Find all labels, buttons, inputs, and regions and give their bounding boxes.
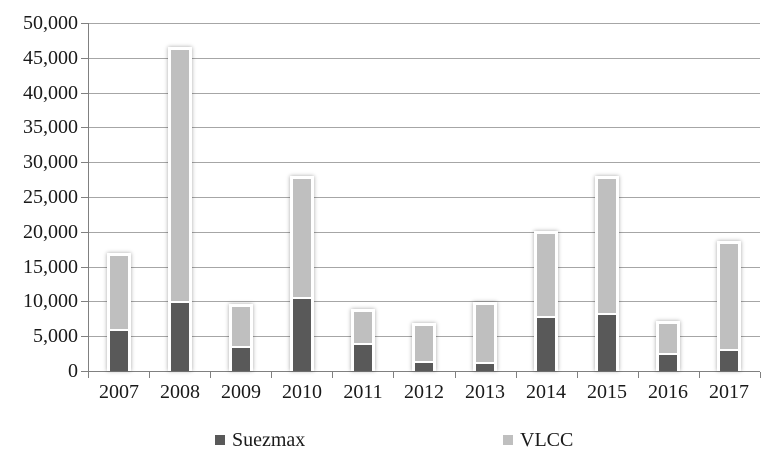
bar-segment-suezmax-2017	[720, 351, 738, 371]
legend-label-suezmax: Suezmax	[232, 429, 306, 451]
x-tick-mark	[760, 372, 761, 378]
y-tick-mark	[81, 58, 88, 59]
stacked-bar-2014	[534, 231, 558, 371]
y-axis-line	[88, 23, 89, 372]
y-axis-tick-label: 25,000	[23, 186, 78, 208]
x-axis-category-label: 2008	[160, 381, 200, 403]
x-tick-mark	[149, 372, 150, 378]
gridline	[88, 232, 760, 233]
y-axis-tick-label: 35,000	[23, 116, 78, 138]
x-axis-line	[88, 371, 760, 372]
gridline	[88, 267, 760, 268]
bar-segment-vlcc-2010	[293, 179, 311, 299]
bar-segment-suezmax-2008	[171, 303, 189, 371]
y-tick-mark	[81, 336, 88, 337]
bar-segment-suezmax-2014	[537, 318, 555, 371]
legend-label-vlcc: VLCC	[520, 429, 574, 451]
x-axis-category-label: 2010	[282, 381, 322, 403]
x-tick-mark	[88, 372, 89, 378]
bar-segment-suezmax-2011	[354, 345, 372, 371]
gridline	[88, 197, 760, 198]
x-tick-mark	[271, 372, 272, 378]
y-axis-tick-label: 10,000	[23, 290, 78, 312]
y-tick-mark	[81, 371, 88, 372]
x-tick-mark	[210, 372, 211, 378]
x-axis-category-label: 2011	[343, 381, 383, 403]
bar-segment-suezmax-2007	[110, 331, 128, 371]
gridline	[88, 58, 760, 59]
bar-segment-vlcc-2014	[537, 234, 555, 318]
y-axis-tick-label: 50,000	[23, 12, 78, 34]
y-axis-tick-label: 20,000	[23, 221, 78, 243]
y-axis-tick-label: 30,000	[23, 151, 78, 173]
y-tick-mark	[81, 301, 88, 302]
gridline	[88, 162, 760, 163]
bar-segment-suezmax-2015	[598, 315, 616, 371]
x-tick-mark	[577, 372, 578, 378]
stacked-bar-2013	[473, 302, 497, 371]
y-axis-tick-label: 40,000	[23, 82, 78, 104]
bar-segment-suezmax-2009	[232, 348, 250, 371]
stacked-bar-2016	[656, 321, 680, 371]
x-axis-category-label: 2009	[221, 381, 261, 403]
gridline	[88, 301, 760, 302]
stacked-bar-2015	[595, 176, 619, 371]
y-tick-mark	[81, 232, 88, 233]
x-axis-category-label: 2014	[526, 381, 566, 403]
y-tick-mark	[81, 127, 88, 128]
x-tick-mark	[638, 372, 639, 378]
bar-segment-suezmax-2016	[659, 355, 677, 371]
bar-segment-vlcc-2009	[232, 307, 250, 348]
bar-segment-vlcc-2007	[110, 256, 128, 331]
x-tick-mark	[332, 372, 333, 378]
stacked-bar-2012	[412, 323, 436, 371]
x-tick-mark	[516, 372, 517, 378]
x-tick-mark	[455, 372, 456, 378]
gridline	[88, 93, 760, 94]
bar-segment-vlcc-2015	[598, 179, 616, 315]
bar-segment-vlcc-2013	[476, 305, 494, 364]
stacked-bar-2009	[229, 304, 253, 371]
bar-segment-suezmax-2010	[293, 299, 311, 371]
y-tick-mark	[81, 267, 88, 268]
x-axis-category-label: 2017	[709, 381, 749, 403]
bar-segment-vlcc-2017	[720, 244, 738, 351]
stacked-bar-2008	[168, 47, 192, 371]
y-tick-mark	[81, 197, 88, 198]
vlcc-series-swatch-icon	[503, 435, 513, 445]
stacked-bar-2011	[351, 309, 375, 371]
x-axis-category-label: 2013	[465, 381, 505, 403]
stacked-bar-2017	[717, 241, 741, 371]
bar-segment-suezmax-2013	[476, 364, 494, 371]
stacked-bar-2010	[290, 176, 314, 371]
bar-segment-vlcc-2016	[659, 324, 677, 355]
bar-segment-vlcc-2011	[354, 312, 372, 345]
x-tick-mark	[699, 372, 700, 378]
stacked-bar-2007	[107, 253, 131, 371]
y-axis-tick-label: 15,000	[23, 256, 78, 278]
legend-item-suezmax: Suezmax	[215, 430, 305, 450]
y-tick-mark	[81, 93, 88, 94]
bar-segment-suezmax-2012	[415, 363, 433, 371]
bar-segment-vlcc-2012	[415, 326, 433, 363]
legend-item-vlcc: VLCC	[503, 430, 573, 450]
x-tick-mark	[393, 372, 394, 378]
gridline	[88, 23, 760, 24]
x-axis-category-label: 2007	[99, 381, 139, 403]
x-axis-category-label: 2012	[404, 381, 444, 403]
suezmax-series-swatch-icon	[215, 435, 225, 445]
y-tick-mark	[81, 162, 88, 163]
y-axis-tick-label: 5,000	[33, 325, 78, 347]
x-axis-category-label: 2016	[648, 381, 688, 403]
y-axis-tick-label: 45,000	[23, 47, 78, 69]
gridline	[88, 127, 760, 128]
bar-segment-vlcc-2008	[171, 50, 189, 303]
x-axis-category-label: 2015	[587, 381, 627, 403]
y-axis-tick-label: 0	[68, 360, 78, 382]
y-tick-mark	[81, 23, 88, 24]
